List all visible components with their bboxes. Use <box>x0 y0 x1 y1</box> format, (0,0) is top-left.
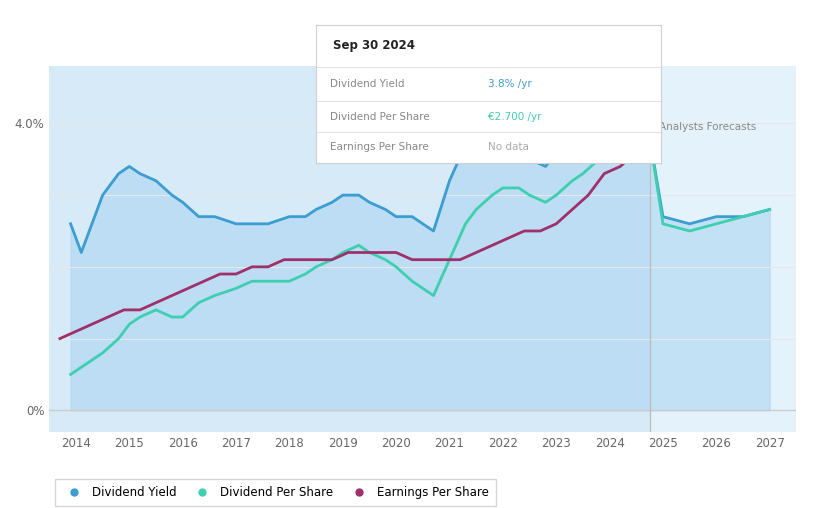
Text: No data: No data <box>488 142 530 152</box>
Text: Dividend Per Share: Dividend Per Share <box>330 112 429 121</box>
Text: Analysts Forecasts: Analysts Forecasts <box>659 122 756 132</box>
Text: 3.8% /yr: 3.8% /yr <box>488 79 532 89</box>
Text: Earnings Per Share: Earnings Per Share <box>330 142 429 152</box>
Text: Dividend Yield: Dividend Yield <box>330 79 405 89</box>
Bar <box>649 66 796 432</box>
Text: Sep 30 2024: Sep 30 2024 <box>333 39 415 52</box>
Text: €2.700 /yr: €2.700 /yr <box>488 112 542 121</box>
Legend: Dividend Yield, Dividend Per Share, Earnings Per Share: Dividend Yield, Dividend Per Share, Earn… <box>55 479 496 506</box>
Text: Past: Past <box>624 122 645 132</box>
Bar <box>49 66 649 432</box>
